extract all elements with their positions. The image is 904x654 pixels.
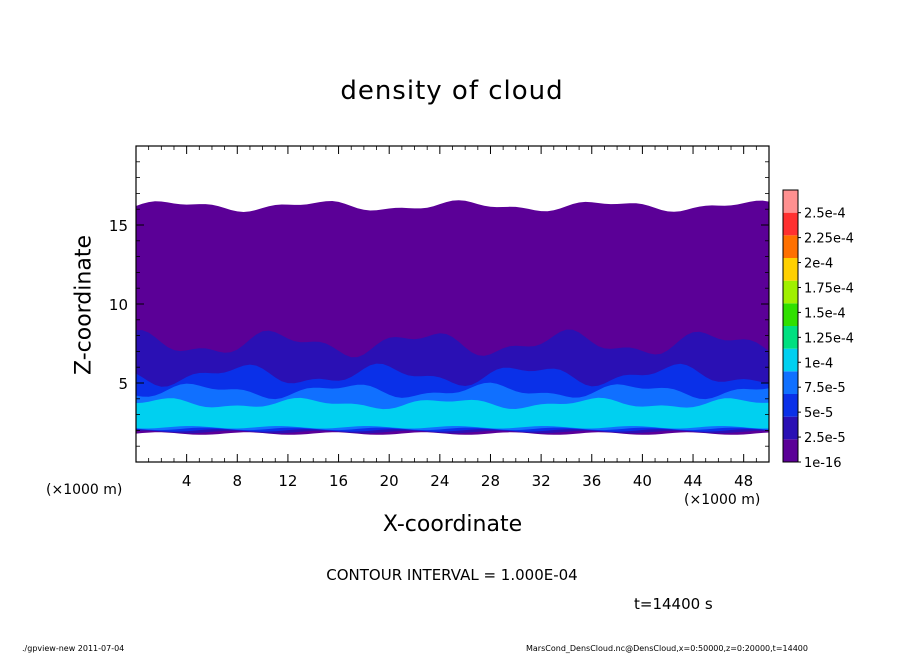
x-tick-label: 4 bbox=[182, 472, 192, 490]
colorbar-label: 2.5e-5 bbox=[804, 431, 846, 446]
colorbar-swatch bbox=[783, 235, 798, 258]
colorbar: 1e-16 2.5e-5 5e-5 7.5e-5 1e-4 1.25e-4 1.5e-4 1.… bbox=[782, 189, 854, 471]
colorbar-label: 2.25e-4 bbox=[804, 232, 854, 247]
colorbar-swatch bbox=[783, 280, 798, 304]
colorbar-label: 1e-16 bbox=[804, 456, 842, 471]
x-axis-label: X-coordinate bbox=[382, 512, 523, 537]
x-axis: 4 8 12 16 20 24 28 32 36 40 44 48 bbox=[148, 146, 757, 490]
colorbar-swatch bbox=[783, 326, 798, 349]
colorbar-label: 1.5e-4 bbox=[804, 306, 846, 321]
x-tick-label: 12 bbox=[278, 472, 297, 490]
colorbar-label: 1.25e-4 bbox=[804, 331, 854, 346]
x-unit-label-left: (×1000 m) bbox=[46, 482, 123, 498]
x-tick-label: 44 bbox=[683, 472, 702, 490]
footer-left: ./gpview-new 2011-07-04 bbox=[22, 644, 125, 653]
colorbar-label: 7.5e-5 bbox=[804, 381, 846, 396]
time-label: t=14400 s bbox=[634, 595, 713, 613]
colorbar-label: 1.75e-4 bbox=[804, 281, 854, 296]
colorbar-swatch bbox=[783, 190, 798, 213]
y-axis-label: Z-coordinate bbox=[71, 235, 97, 375]
density-band-4 bbox=[136, 397, 769, 429]
x-tick-label: 40 bbox=[633, 472, 652, 490]
chart-title: density of cloud bbox=[340, 76, 564, 106]
x-tick-label: 32 bbox=[532, 472, 551, 490]
colorbar-swatch bbox=[783, 348, 798, 372]
x-unit-label-right: (×1000 m) bbox=[684, 492, 761, 508]
x-tick-label: 48 bbox=[734, 472, 753, 490]
colorbar-swatch bbox=[783, 258, 798, 281]
x-tick-label: 36 bbox=[582, 472, 601, 490]
colorbar-swatch bbox=[783, 439, 798, 462]
colorbar-swatch bbox=[783, 416, 798, 440]
y-tick-label: 15 bbox=[109, 217, 128, 235]
colorbar-frame bbox=[782, 189, 799, 463]
x-tick-label: 8 bbox=[233, 472, 243, 490]
density-field bbox=[136, 200, 769, 435]
footer-right: MarsCond_DensCloud.nc@DensCloud,x=0:5000… bbox=[526, 644, 808, 653]
colorbar-label: 2e-4 bbox=[804, 257, 833, 272]
contour-interval-label: CONTOUR INTERVAL = 1.000E-04 bbox=[326, 566, 578, 584]
y-axis: 5 10 15 bbox=[109, 161, 769, 447]
colorbar-swatch bbox=[783, 371, 798, 394]
x-tick-label: 20 bbox=[380, 472, 399, 490]
x-tick-label: 28 bbox=[481, 472, 500, 490]
colorbar-swatch bbox=[783, 394, 798, 417]
colorbar-label: 1e-4 bbox=[804, 356, 833, 371]
colorbar-label: 2.5e-4 bbox=[804, 207, 846, 222]
y-tick-label: 5 bbox=[118, 375, 128, 393]
colorbar-label: 5e-5 bbox=[804, 406, 833, 421]
x-tick-label: 24 bbox=[430, 472, 449, 490]
colorbar-swatch bbox=[783, 212, 798, 236]
x-tick-label: 16 bbox=[329, 472, 348, 490]
colorbar-swatch bbox=[783, 303, 798, 326]
y-tick-label: 10 bbox=[109, 296, 128, 314]
